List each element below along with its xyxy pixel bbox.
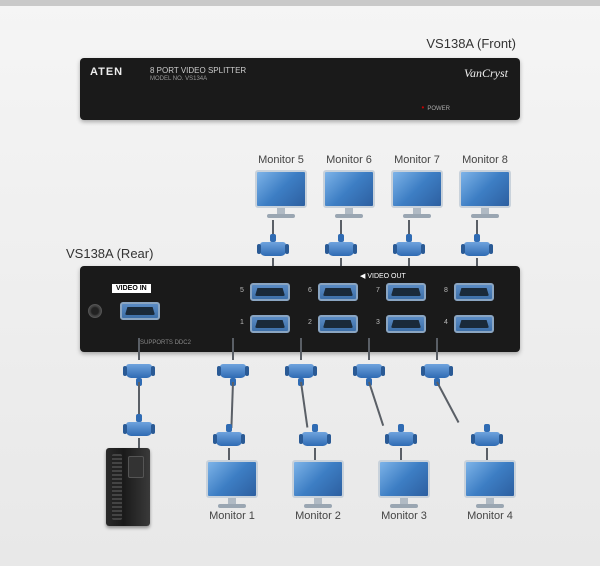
monitor-label: Monitor 3 [376,510,432,522]
monitor-1: Monitor 1 [204,460,260,522]
cable-segment [368,338,370,360]
supports-text: SUPPORTS DDC2 [140,340,191,346]
port-number: 5 [240,287,244,294]
monitor-label: Monitor 5 [253,154,309,166]
monitor-4: Monitor 4 [462,460,518,522]
cable-segment [300,382,308,428]
cable-segment [486,448,488,460]
power-led-label: POWER [422,103,450,112]
cable-segment [228,448,230,460]
monitor-screen-icon [391,170,443,208]
monitor-screen-icon [292,460,344,498]
cable-segment [230,382,233,428]
monitor-label: Monitor 6 [321,154,377,166]
vga-connector-icon [328,238,354,260]
vga-port-out-5 [250,283,290,301]
monitor-base-icon [476,504,504,508]
vga-connector-icon [464,238,490,260]
cable-segment [314,448,316,460]
port-number: 8 [444,287,448,294]
monitor-base-icon [218,504,246,508]
model-number: MODEL NO. VS134A [150,76,207,82]
monitor-base-icon [403,214,431,218]
vga-port-video-in [120,302,160,320]
monitor-3: Monitor 3 [376,460,432,522]
brand-logo-right: VanCryst [464,66,508,81]
vga-connector-icon [260,238,286,260]
monitor-8: Monitor 8 [457,152,513,218]
port-number: 4 [444,319,448,326]
monitor-label: Monitor 2 [290,510,346,522]
vga-connector-icon [220,360,246,382]
vga-port-out-6 [318,283,358,301]
vga-port-out-3 [386,315,426,333]
monitor-label: Monitor 1 [204,510,260,522]
vga-connector-icon [424,360,450,382]
port-number: 7 [376,287,380,294]
monitor-5: Monitor 5 [253,152,309,218]
brand-logo-left: ATEN [90,66,123,78]
monitor-screen-icon [323,170,375,208]
diagram-stage: VS138A (Front) ATEN 8 PORT VIDEO SPLITTE… [0,0,600,566]
cable-segment [400,448,402,460]
monitor-screen-icon [459,170,511,208]
pc-tower-icon [106,448,150,526]
vga-connector-icon [126,418,152,440]
cable-segment [138,338,140,360]
vga-port-out-4 [454,315,494,333]
monitor-base-icon [390,504,418,508]
video-out-label: VIDEO OUT [360,272,406,280]
top-edge-rule [0,0,600,6]
monitor-label: Monitor 7 [389,154,445,166]
monitor-screen-icon [206,460,258,498]
port-number: 6 [308,287,312,294]
product-description: 8 PORT VIDEO SPLITTER [150,66,246,75]
cable-segment [232,338,234,360]
vga-connector-icon [288,360,314,382]
vga-connector-icon [356,360,382,382]
monitor-base-icon [304,504,332,508]
monitor-base-icon [471,214,499,218]
video-in-label: VIDEO IN [112,284,151,293]
vga-connector-icon [302,428,328,450]
monitor-base-icon [335,214,363,218]
monitor-screen-icon [464,460,516,498]
monitor-6: Monitor 6 [321,152,377,218]
front-panel-caption: VS138A (Front) [426,36,516,51]
cable-segment [300,338,302,360]
cable-segment [436,338,438,360]
port-number: 1 [240,319,244,326]
monitor-label: Monitor 8 [457,154,513,166]
vga-port-out-8 [454,283,494,301]
monitor-label: Monitor 4 [462,510,518,522]
vga-port-out-1 [250,315,290,333]
vga-connector-icon [474,428,500,450]
monitor-screen-icon [378,460,430,498]
monitor-base-icon [267,214,295,218]
vga-connector-icon [126,360,152,382]
vga-port-out-2 [318,315,358,333]
dc-power-jack-icon [88,304,102,318]
vga-port-out-7 [386,283,426,301]
monitor-screen-icon [255,170,307,208]
port-number: 3 [376,319,380,326]
cable-segment [436,382,459,423]
monitor-7: Monitor 7 [389,152,445,218]
cable-segment [368,382,384,426]
cable-segment [138,382,140,418]
port-number: 2 [308,319,312,326]
rear-panel-caption: VS138A (Rear) [66,246,153,261]
monitor-2: Monitor 2 [290,460,346,522]
vga-connector-icon [216,428,242,450]
vga-connector-icon [388,428,414,450]
vga-connector-icon [396,238,422,260]
device-front-panel: ATEN 8 PORT VIDEO SPLITTER MODEL NO. VS1… [80,58,520,120]
